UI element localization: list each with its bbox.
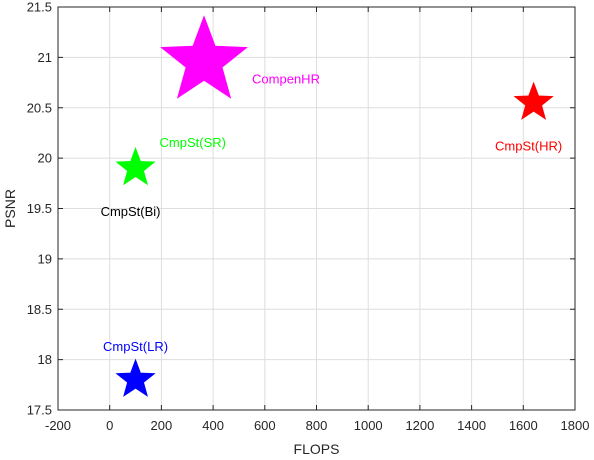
star-marker-cmpst-sr <box>115 147 156 186</box>
y-tick-label: 20 <box>38 151 52 166</box>
star-marker-compenhr <box>160 15 248 99</box>
y-tick-label: 19.5 <box>27 201 52 216</box>
point-label-cmpst-sr: CmpSt(SR) <box>160 135 226 150</box>
y-axis-title: PSNR <box>2 189 18 228</box>
x-tick-label: -200 <box>45 418 71 433</box>
x-tick-label: 1200 <box>405 418 434 433</box>
data-points: CompenHR CmpSt(HR) CmpSt(SR) CmpSt(Bi) CmpSt… <box>101 15 562 397</box>
y-tick-label: 21.5 <box>27 0 52 15</box>
x-tick-label: 1800 <box>561 418 590 433</box>
x-tick-label: 400 <box>202 418 224 433</box>
x-axis-title: FLOPS <box>294 441 340 457</box>
point-label-cmpst-hr: CmpSt(HR) <box>495 139 562 154</box>
x-tick-label: 0 <box>106 418 113 433</box>
y-tick-label: 21 <box>38 50 52 65</box>
point-label-compenhr: CompenHR <box>252 71 320 86</box>
y-tick-label: 19 <box>38 251 52 266</box>
x-tick-label: 200 <box>151 418 173 433</box>
y-tick-label: 18 <box>38 352 52 367</box>
x-tick-label: 1400 <box>457 418 486 433</box>
y-tick-label: 18.5 <box>27 302 52 317</box>
x-tick-label: 600 <box>254 418 276 433</box>
y-tick-label: 17.5 <box>27 403 52 418</box>
star-marker-cmpst-lr <box>115 358 156 397</box>
axis-ticks: -200 0 200 400 600 800 1000 1200 1400 1600 1800 17.… <box>27 0 590 433</box>
x-tick-label: 1000 <box>354 418 383 433</box>
star-marker-cmpst-hr <box>513 81 554 120</box>
y-tick-label: 20.5 <box>27 100 52 115</box>
point-label-cmpst-bi: CmpSt(Bi) <box>101 204 161 219</box>
x-tick-label: 800 <box>306 418 328 433</box>
point-label-cmpst-lr: CmpSt(LR) <box>103 339 168 354</box>
x-tick-label: 1600 <box>509 418 538 433</box>
